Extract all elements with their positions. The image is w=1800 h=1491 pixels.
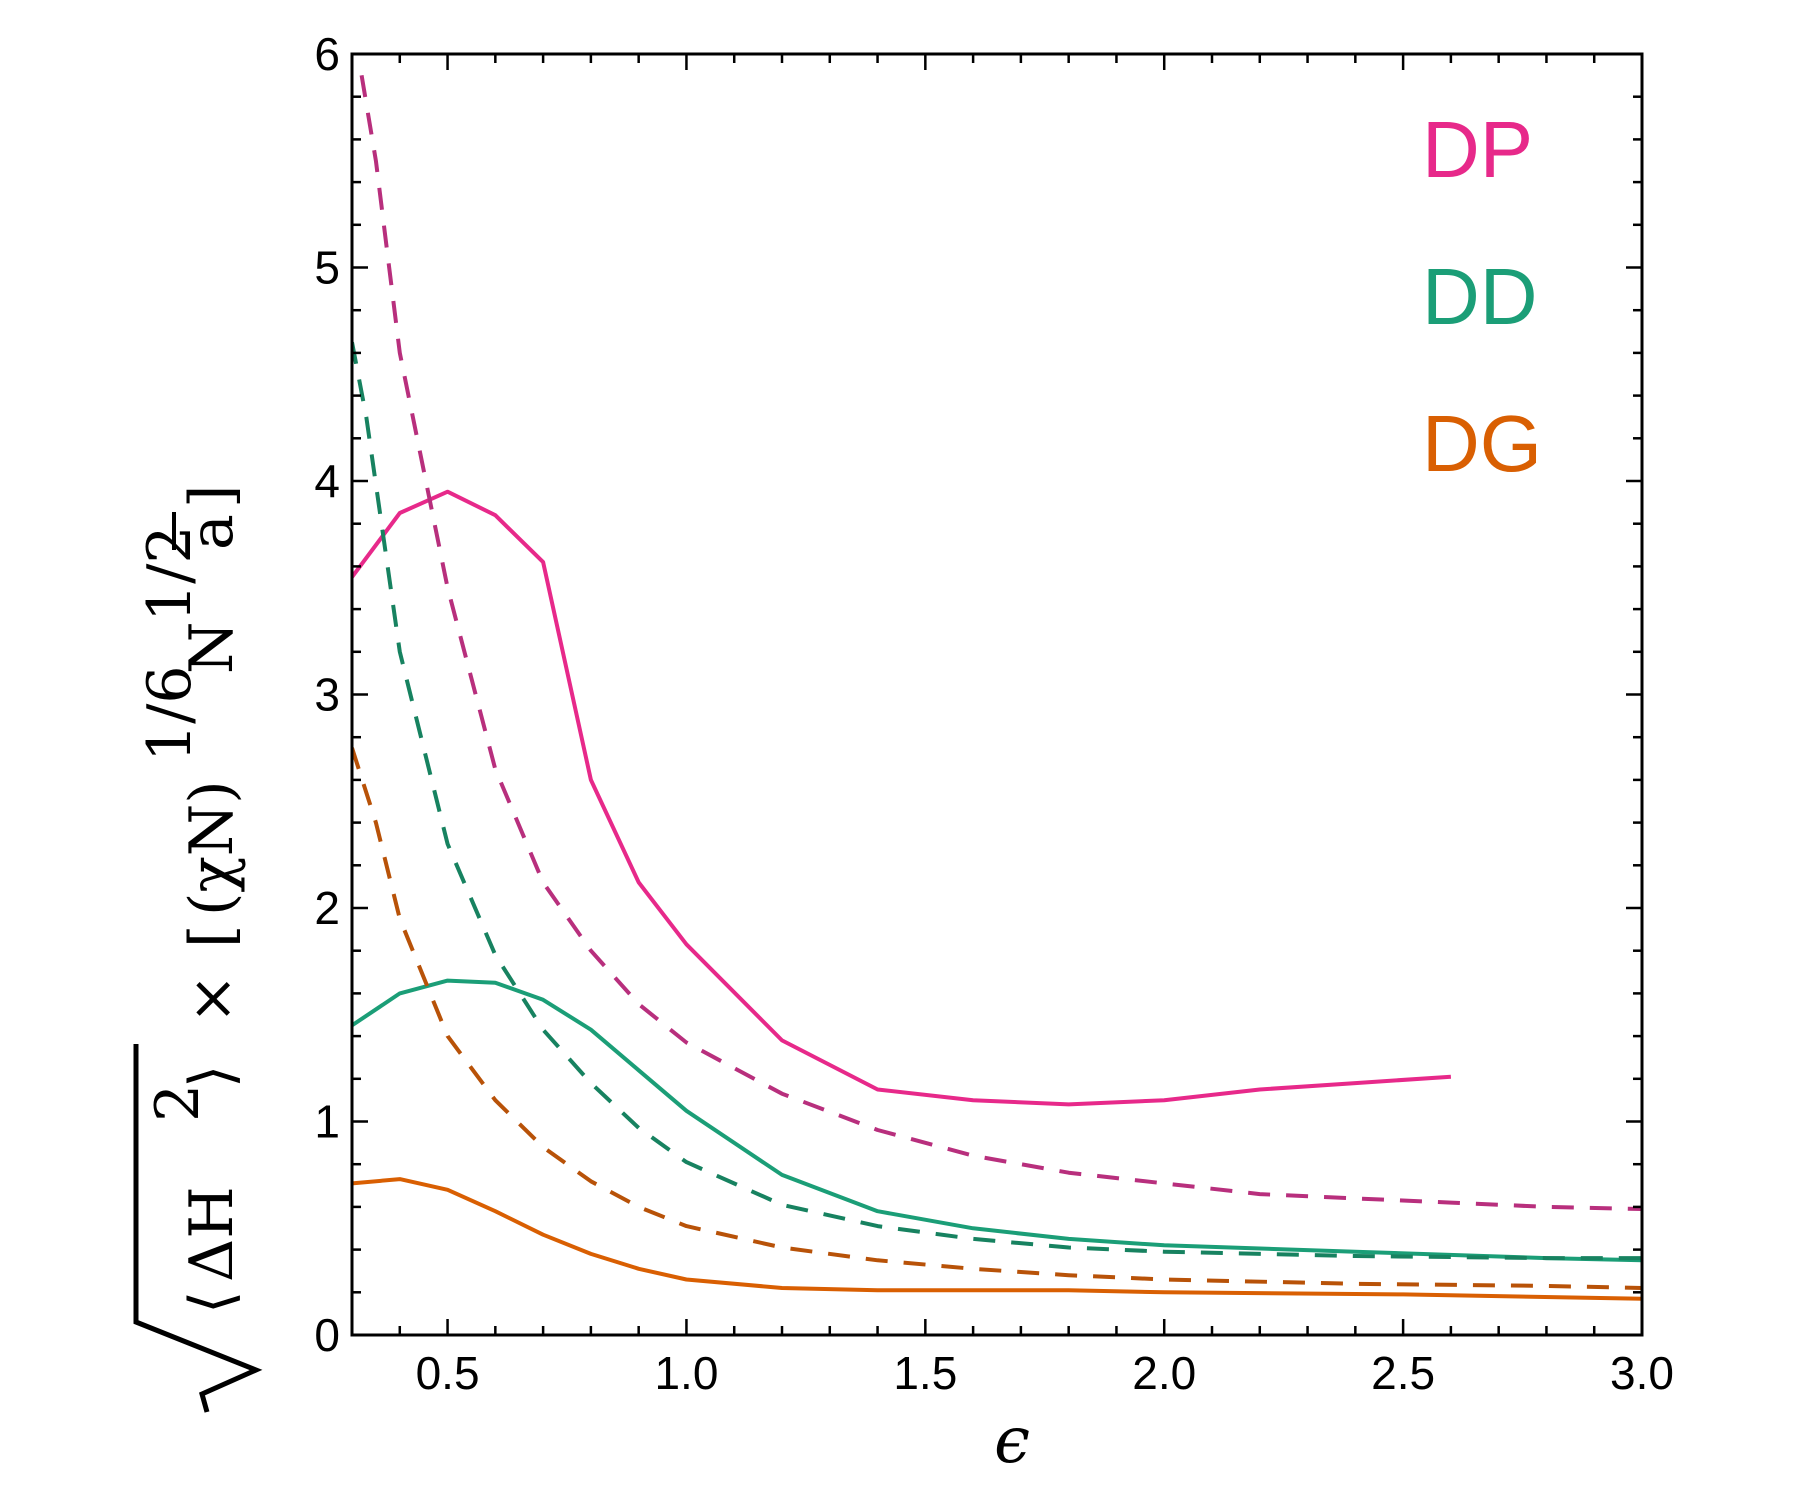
y-tick-label: 6: [314, 28, 340, 80]
y-tick-label: 4: [314, 455, 340, 507]
x-axis-label: ϵ: [994, 1404, 1030, 1478]
radical-sign-icon: [133, 1044, 263, 1413]
series-dp-solid-line: [352, 489, 1452, 1107]
legend-label-dd: DD: [1422, 252, 1538, 341]
x-tick-label: 2.5: [1371, 1347, 1435, 1399]
plot-frame: [350, 52, 1644, 1337]
ticks-layer: [350, 52, 1644, 1337]
legend-label-dp: DP: [1422, 105, 1533, 194]
y-label-left-angle: ⟨: [177, 1291, 247, 1314]
series-dd-solid-line: [352, 978, 1642, 1263]
y-label-bracket-close: ]: [177, 485, 247, 508]
y-axis-label: ⟨ ΔH 2 ⟩ × [ (χN) 1/6 N 1/2 a ]: [133, 485, 263, 1413]
x-tick-label: 1.0: [654, 1347, 718, 1399]
x-tick-label: 3.0: [1610, 1347, 1674, 1399]
y-tick-label: 1: [314, 1096, 340, 1148]
series-dp-dashed-line: [359, 74, 1642, 1211]
y-label-n: N: [177, 622, 247, 675]
legend-label-dg: DG: [1422, 399, 1542, 488]
y-label-right-angle: ⟩: [177, 1065, 247, 1088]
y-label-bracket-open: [: [177, 925, 247, 948]
series-dg-dashed-line: [352, 747, 1642, 1290]
y-label-times: ×: [177, 974, 247, 1024]
series-dd-dashed-line: [352, 341, 1642, 1261]
y-label-chi-n: (χN): [177, 780, 247, 916]
y-label-a-bar: a: [177, 514, 247, 550]
x-tick-label: 0.5: [416, 1347, 480, 1399]
y-tick-label: 2: [314, 882, 340, 934]
y-tick-label: 0: [314, 1309, 340, 1361]
y-tick-label: 5: [314, 242, 340, 294]
y-tick-label: 3: [314, 669, 340, 721]
tick-labels-layer: 0.5 1.0 1.5 2.0 2.5 3.0 0 1 2 3 4 5 6: [314, 28, 1674, 1399]
y-label-square: 2: [143, 1084, 213, 1122]
x-tick-label: 2.0: [1132, 1347, 1196, 1399]
y-label-exp-one-half: 1/2: [135, 525, 205, 622]
series-layer: [352, 74, 1642, 1301]
legend: DP DD DG: [1422, 105, 1542, 488]
x-tick-label: 1.5: [893, 1347, 957, 1399]
series-dg-solid-line: [352, 1177, 1642, 1301]
y-label-delta-h: ΔH: [177, 1186, 247, 1282]
y-label-exp-one-sixth: 1/6: [135, 665, 205, 762]
